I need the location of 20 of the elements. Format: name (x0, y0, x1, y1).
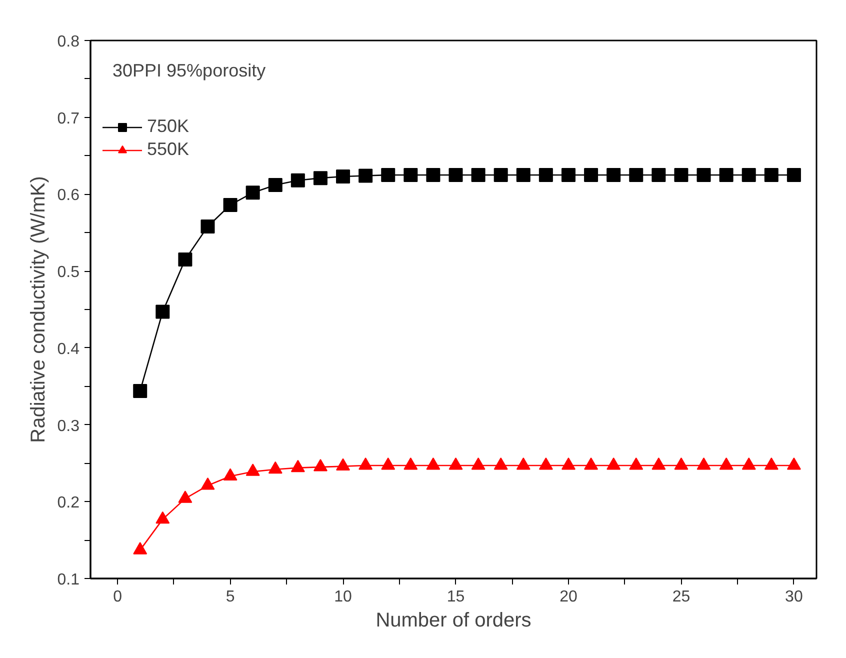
x-tick-label: 5 (226, 588, 235, 606)
y-axis-title: Radiative conductivity (W/mK) (27, 176, 50, 443)
annotation: 30PPI 95%porosity (112, 60, 266, 80)
y-tick-label: 0.5 (57, 264, 80, 282)
y-tick-label: 0.7 (57, 110, 80, 128)
x-tick-label: 15 (446, 588, 465, 606)
x-tick-label: 0 (113, 588, 122, 606)
y-tick-label: 0.2 (57, 494, 80, 512)
y-tick-label: 0.4 (57, 340, 80, 358)
y-tick-label: 0.6 (57, 187, 80, 204)
x-tick-label: 10 (334, 588, 352, 606)
y-tick-label: 0.8 (57, 34, 80, 50)
x-tick-label: 20 (560, 588, 578, 606)
x-tick-label: 30 (785, 588, 803, 606)
legend-label: 550K (147, 139, 190, 160)
y-tick-label: 0.1 (57, 572, 80, 588)
y-tick-label: 0.3 (57, 418, 80, 435)
legend-label: 750K (147, 116, 190, 137)
x-tick-label: 25 (672, 588, 690, 606)
x-axis-title: Number of orders (376, 610, 532, 632)
